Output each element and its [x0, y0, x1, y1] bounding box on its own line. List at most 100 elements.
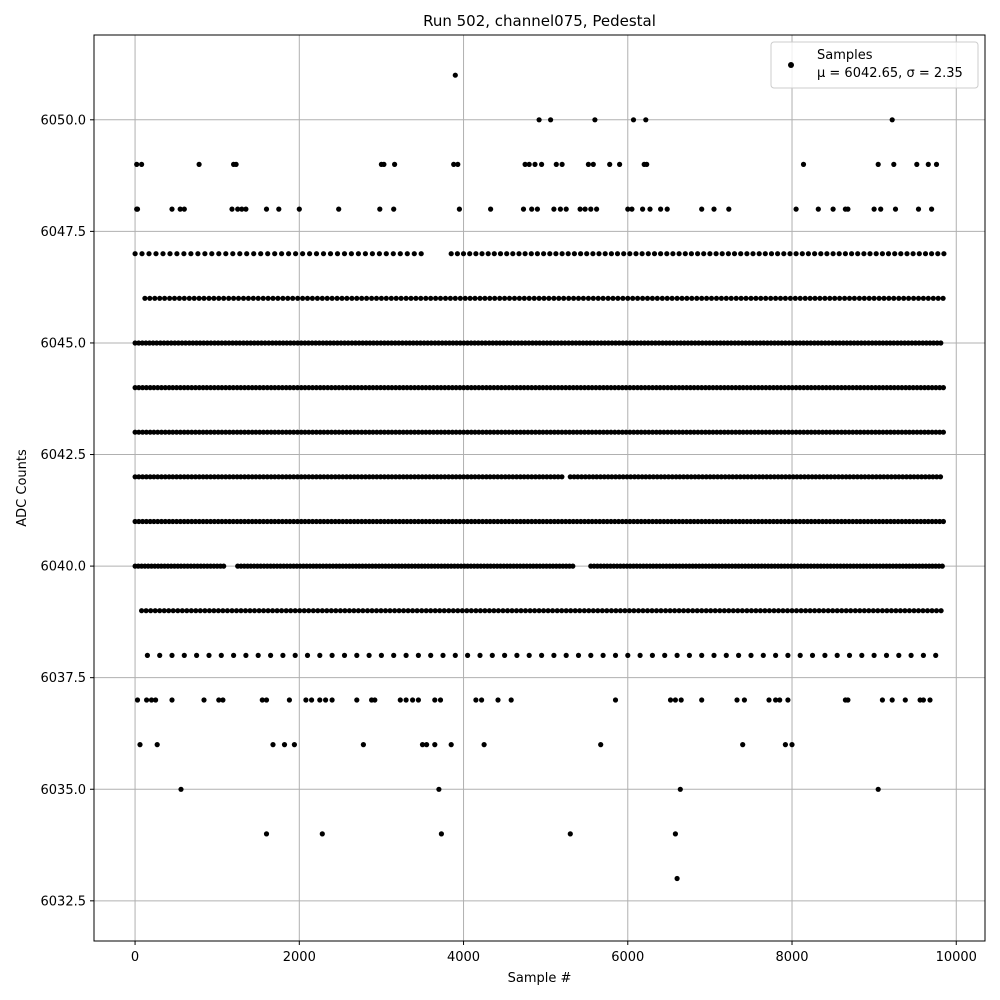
data-point [209, 251, 215, 257]
data-point [706, 429, 712, 435]
data-point [142, 295, 148, 301]
data-point [134, 206, 141, 212]
data-point [448, 742, 454, 748]
data-point [789, 518, 795, 525]
data-point [582, 429, 588, 435]
data-point [423, 385, 429, 391]
data-point [775, 474, 781, 480]
data-point [381, 340, 387, 346]
data-point [631, 608, 637, 614]
data-point [263, 697, 270, 703]
data-point [427, 385, 433, 391]
data-point [383, 295, 389, 301]
data-point [876, 429, 882, 435]
data-point [620, 474, 626, 480]
data-point [136, 518, 142, 525]
data-point [717, 340, 724, 346]
data-point [832, 474, 838, 480]
data-point [438, 831, 444, 837]
data-point [850, 429, 856, 435]
data-point [132, 474, 138, 480]
data-point [514, 474, 520, 480]
data-point [785, 697, 791, 703]
data-point [842, 429, 848, 435]
data-point [370, 518, 376, 525]
data-point [670, 251, 676, 257]
data-point [181, 385, 187, 391]
data-point [415, 518, 421, 525]
data-point [872, 429, 879, 435]
data-point [169, 206, 175, 212]
data-point [768, 295, 774, 301]
data-point [215, 429, 221, 435]
data-point [869, 474, 876, 480]
data-point [168, 340, 174, 346]
data-point [497, 295, 503, 301]
data-point [604, 608, 610, 614]
data-point [667, 340, 673, 346]
data-point [649, 340, 655, 346]
data-point [672, 608, 678, 614]
data-point [849, 251, 855, 257]
data-point [699, 608, 705, 614]
data-point [510, 429, 516, 435]
data-point [901, 295, 907, 301]
data-point [540, 518, 546, 525]
data-point [247, 608, 253, 614]
data-point [718, 385, 724, 391]
data-point [900, 474, 906, 480]
data-point [253, 474, 259, 480]
data-point [736, 518, 743, 525]
data-point [925, 385, 931, 391]
data-point [897, 608, 904, 614]
data-point [784, 608, 791, 614]
data-point [551, 429, 558, 435]
data-point [627, 251, 633, 257]
data-point [650, 518, 656, 525]
data-point [940, 385, 947, 391]
data-point [551, 518, 558, 525]
data-point [653, 608, 660, 614]
data-point [457, 340, 463, 346]
data-point [818, 251, 824, 257]
data-point [292, 652, 298, 659]
data-point [789, 742, 795, 748]
data-point [812, 608, 818, 614]
data-point [329, 652, 335, 659]
data-point [817, 295, 823, 301]
data-point [479, 697, 485, 703]
data-point [641, 340, 648, 346]
data-point [226, 385, 233, 391]
data-point [195, 251, 201, 257]
data-point [377, 206, 383, 212]
data-point [341, 652, 348, 659]
data-point [477, 608, 483, 614]
data-point [752, 518, 758, 525]
data-point [446, 340, 452, 346]
data-point [718, 474, 725, 480]
data-point [888, 429, 894, 435]
data-point [680, 385, 686, 391]
data-point [218, 652, 224, 659]
data-point [211, 608, 217, 614]
data-point [898, 251, 904, 257]
data-point [631, 474, 638, 480]
data-point [647, 206, 653, 212]
data-point [446, 608, 452, 614]
data-point [245, 295, 251, 301]
data-point [181, 652, 187, 659]
data-point [827, 295, 833, 301]
data-point [419, 742, 426, 748]
data-point [736, 385, 743, 391]
data-point [258, 251, 264, 257]
data-point [294, 429, 301, 435]
data-point [403, 652, 409, 659]
data-point [725, 429, 731, 435]
data-point [760, 474, 766, 480]
data-point [139, 608, 145, 614]
data-point [831, 518, 837, 525]
data-point [570, 563, 576, 569]
data-point [699, 518, 705, 525]
data-point [688, 474, 694, 480]
data-point [424, 742, 430, 748]
